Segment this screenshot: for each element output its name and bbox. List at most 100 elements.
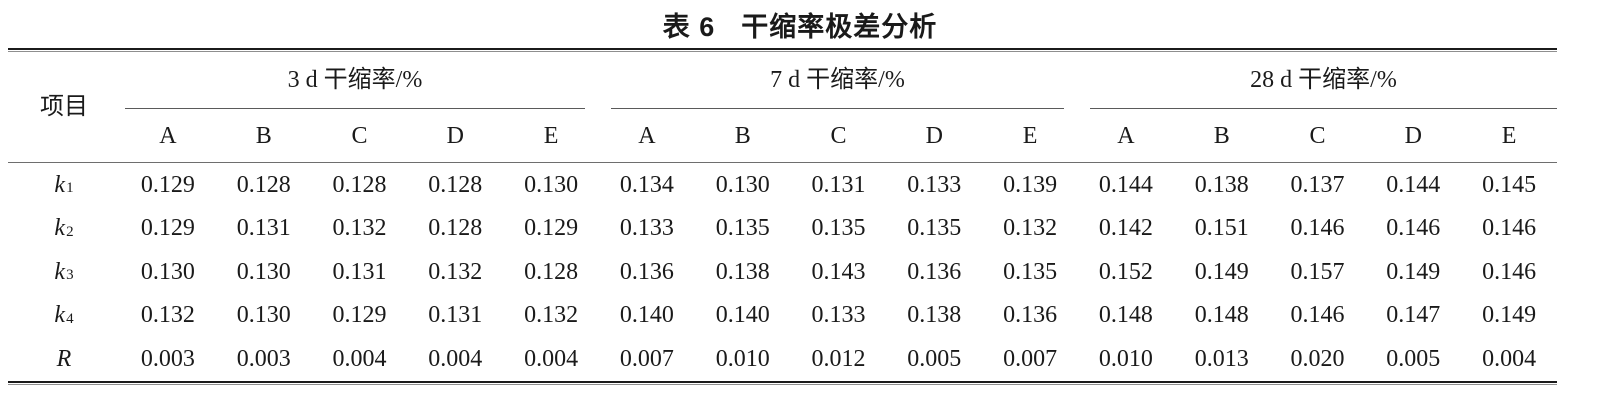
value-cell: 0.140 bbox=[715, 302, 770, 329]
value-cell: 0.146 bbox=[1290, 215, 1345, 242]
value-cell: 0.130 bbox=[524, 171, 579, 198]
value-cell: 0.130 bbox=[236, 302, 291, 329]
value-cell: 0.131 bbox=[811, 171, 866, 198]
value-cell: 0.133 bbox=[619, 215, 674, 242]
value-cell: 0.135 bbox=[811, 215, 866, 242]
value-cell: 0.010 bbox=[1098, 345, 1153, 372]
subcol-header-7d-a: A bbox=[599, 109, 695, 163]
value-cell: 0.148 bbox=[1098, 302, 1153, 329]
table-bottom-rule bbox=[8, 380, 1557, 385]
value-cell: 0.136 bbox=[907, 258, 962, 285]
value-cell: 0.138 bbox=[1194, 171, 1249, 198]
value-cell: 0.147 bbox=[1386, 302, 1441, 329]
value-cell: 0.132 bbox=[1003, 215, 1058, 242]
value-cell: 0.133 bbox=[907, 171, 962, 198]
table-grid: 项目 3 d 干缩率/% 7 d 干缩率/% 28 d 干缩率/% A B C … bbox=[8, 52, 1557, 381]
value-cell: 0.148 bbox=[1194, 302, 1249, 329]
value-cell: 0.129 bbox=[140, 171, 195, 198]
value-cell: 0.149 bbox=[1194, 258, 1249, 285]
value-cell: 0.131 bbox=[332, 258, 387, 285]
row-label-r: R bbox=[56, 345, 72, 372]
value-cell: 0.129 bbox=[332, 302, 387, 329]
value-cell: 0.010 bbox=[715, 345, 770, 372]
value-cell: 0.146 bbox=[1482, 215, 1537, 242]
value-cell: 0.007 bbox=[619, 345, 674, 372]
value-cell: 0.129 bbox=[524, 215, 579, 242]
value-cell: 0.146 bbox=[1386, 215, 1441, 242]
value-cell: 0.132 bbox=[332, 215, 387, 242]
subcol-header-7d-d: D bbox=[886, 109, 983, 163]
value-cell: 0.131 bbox=[428, 302, 483, 329]
value-cell: 0.135 bbox=[907, 215, 962, 242]
value-cell: 0.157 bbox=[1290, 258, 1345, 285]
subcol-header-7d-c: C bbox=[790, 109, 887, 163]
subcol-header-28d-e: E bbox=[1461, 109, 1557, 163]
value-cell: 0.152 bbox=[1098, 258, 1153, 285]
value-cell: 0.138 bbox=[715, 258, 770, 285]
table-top-rule bbox=[8, 48, 1557, 52]
subcol-header-28d-a: A bbox=[1078, 109, 1174, 163]
subcol-header-7d-e: E bbox=[982, 109, 1078, 163]
value-cell: 0.136 bbox=[619, 258, 674, 285]
value-cell: 0.013 bbox=[1194, 345, 1249, 372]
value-cell: 0.149 bbox=[1482, 302, 1537, 329]
value-cell: 0.139 bbox=[1003, 171, 1058, 198]
value-cell: 0.151 bbox=[1194, 215, 1249, 242]
group-header-3d: 3 d 干缩率/% bbox=[125, 52, 585, 109]
value-cell: 0.128 bbox=[428, 215, 483, 242]
subcol-header-3d-c: C bbox=[311, 109, 408, 163]
value-cell: 0.003 bbox=[236, 345, 291, 372]
table-title: 表 6 干缩率极差分析 bbox=[0, 0, 1600, 48]
value-cell: 0.136 bbox=[1003, 302, 1058, 329]
subcol-header-3d-b: B bbox=[215, 109, 312, 163]
value-cell: 0.129 bbox=[140, 215, 195, 242]
value-cell: 0.128 bbox=[236, 171, 291, 198]
value-cell: 0.128 bbox=[524, 258, 579, 285]
value-cell: 0.137 bbox=[1290, 171, 1345, 198]
subcol-header-7d-b: B bbox=[694, 109, 791, 163]
value-cell: 0.004 bbox=[524, 345, 579, 372]
value-cell: 0.134 bbox=[619, 171, 674, 198]
value-cell: 0.128 bbox=[332, 171, 387, 198]
group-header-7d: 7 d 干缩率/% bbox=[611, 52, 1064, 109]
table-title-text: 干缩率极差分析 bbox=[741, 11, 938, 42]
value-cell: 0.135 bbox=[715, 215, 770, 242]
value-cell: 0.005 bbox=[1386, 345, 1441, 372]
value-cell: 0.149 bbox=[1386, 258, 1441, 285]
subcol-header-3d-e: E bbox=[503, 109, 599, 163]
value-cell: 0.144 bbox=[1386, 171, 1441, 198]
value-cell: 0.145 bbox=[1482, 171, 1537, 198]
value-cell: 0.130 bbox=[236, 258, 291, 285]
subcol-header-28d-c: C bbox=[1269, 109, 1366, 163]
subcol-header-28d-d: D bbox=[1365, 109, 1462, 163]
value-cell: 0.135 bbox=[1003, 258, 1058, 285]
value-cell: 0.131 bbox=[236, 215, 291, 242]
subcol-header-3d-d: D bbox=[407, 109, 504, 163]
value-cell: 0.132 bbox=[140, 302, 195, 329]
value-cell: 0.146 bbox=[1482, 258, 1537, 285]
value-cell: 0.143 bbox=[811, 258, 866, 285]
value-cell: 0.005 bbox=[907, 345, 962, 372]
value-cell: 0.146 bbox=[1290, 302, 1345, 329]
value-cell: 0.128 bbox=[428, 171, 483, 198]
subcol-header-3d-a: A bbox=[120, 109, 216, 163]
value-cell: 0.142 bbox=[1098, 215, 1153, 242]
range-analysis-table: 项目 3 d 干缩率/% 7 d 干缩率/% 28 d 干缩率/% A B C … bbox=[8, 48, 1557, 385]
column-header-item: 项目 bbox=[8, 52, 120, 163]
value-cell: 0.140 bbox=[619, 302, 674, 329]
value-cell: 0.130 bbox=[715, 171, 770, 198]
value-cell: 0.012 bbox=[811, 345, 866, 372]
value-cell: 0.138 bbox=[907, 302, 962, 329]
value-cell: 0.020 bbox=[1290, 345, 1345, 372]
value-cell: 0.144 bbox=[1098, 171, 1153, 198]
value-cell: 0.132 bbox=[428, 258, 483, 285]
value-cell: 0.004 bbox=[332, 345, 387, 372]
value-cell: 0.004 bbox=[428, 345, 483, 372]
value-cell: 0.004 bbox=[1482, 345, 1537, 372]
subcol-header-28d-b: B bbox=[1173, 109, 1270, 163]
